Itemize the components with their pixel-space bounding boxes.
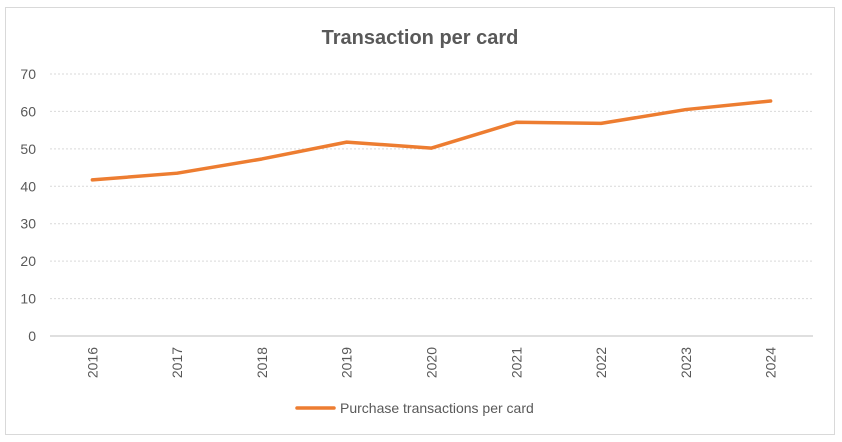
x-tick-label: 2016 <box>84 347 100 378</box>
y-tick-label: 40 <box>20 178 36 194</box>
x-tick-label: 2017 <box>169 347 185 378</box>
x-tick-label: 2021 <box>508 347 524 378</box>
x-tick-label: 2022 <box>593 347 609 378</box>
gridlines <box>50 73 813 337</box>
data-point <box>430 146 433 150</box>
data-point <box>90 178 94 182</box>
data-point <box>684 108 688 112</box>
y-tick-label: 60 <box>20 103 36 119</box>
data-point <box>514 120 518 124</box>
data-point <box>345 140 349 144</box>
legend: Purchase transactions per card <box>295 400 534 416</box>
x-tick-label: 2024 <box>763 347 779 378</box>
series-line <box>90 99 773 182</box>
y-tick-label: 20 <box>20 253 36 269</box>
data-point <box>260 157 264 161</box>
y-axis-ticks: 0 10 20 30 40 50 60 70 <box>20 66 36 344</box>
legend-label: Purchase transactions per card <box>340 400 534 416</box>
x-axis-ticks: 2016 2017 2018 2019 2020 2021 2022 2023 2024 <box>84 347 778 378</box>
data-point <box>175 171 179 175</box>
x-tick-label: 2018 <box>254 347 270 378</box>
x-tick-label: 2019 <box>339 347 355 378</box>
series-group <box>90 99 773 182</box>
y-tick-label: 70 <box>20 66 36 82</box>
y-tick-label: 0 <box>28 328 36 344</box>
x-tick-label: 2023 <box>678 347 694 378</box>
y-tick-label: 50 <box>20 141 36 157</box>
data-point <box>599 121 603 125</box>
x-tick-label: 2020 <box>424 347 440 378</box>
chart-frame <box>5 7 835 435</box>
y-tick-label: 30 <box>20 216 36 232</box>
y-tick-label: 10 <box>20 291 36 307</box>
chart-title: Transaction per card <box>322 27 519 49</box>
data-point <box>769 99 773 103</box>
